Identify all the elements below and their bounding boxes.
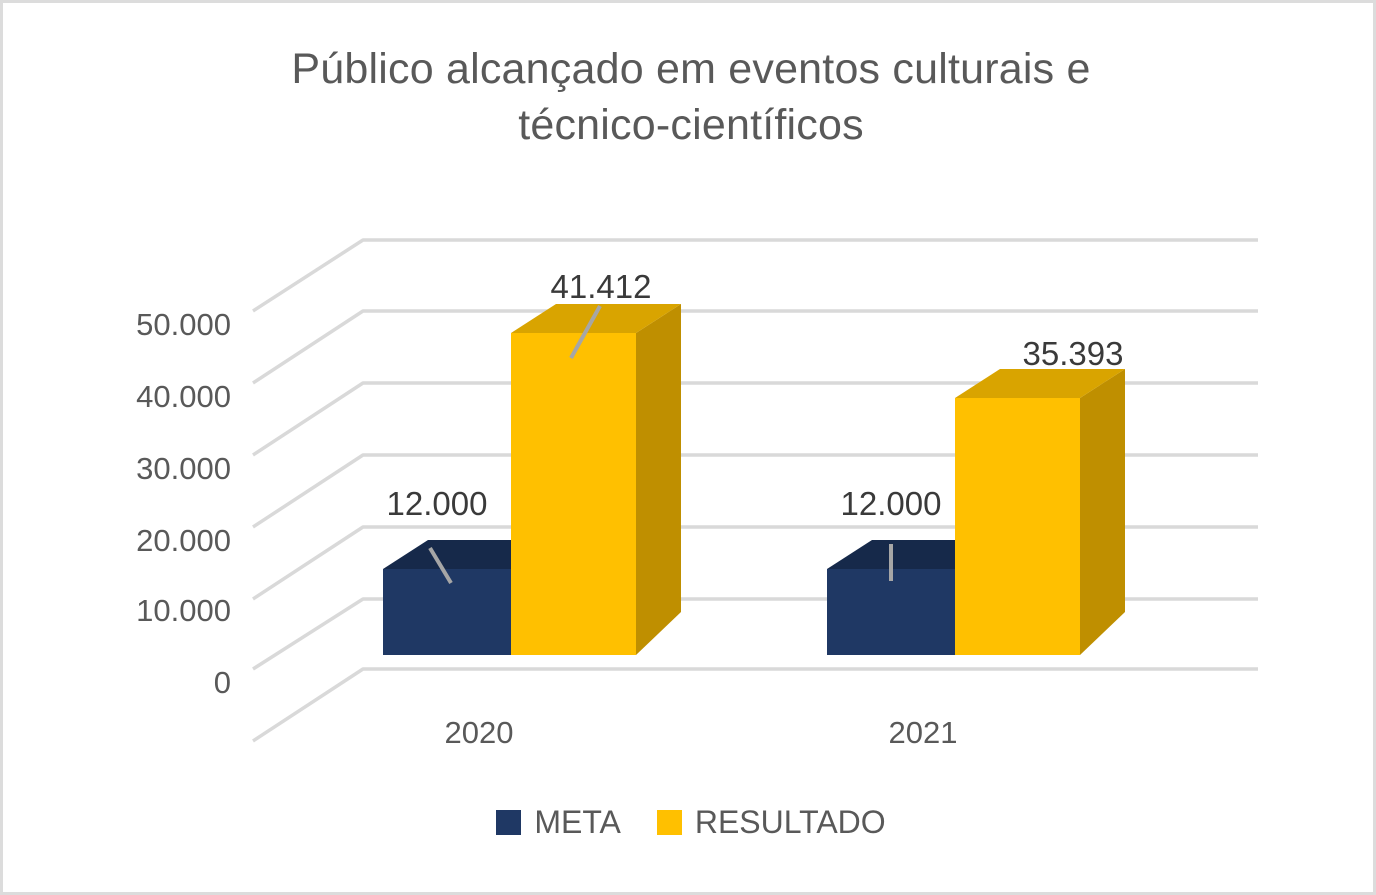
bar-2020-meta[interactable] bbox=[383, 540, 511, 655]
gridline-50000 bbox=[252, 309, 1258, 385]
chart-legend: META RESULTADO bbox=[3, 804, 1373, 840]
legend-label-resultado: RESULTADO bbox=[694, 804, 886, 840]
legend-item-resultado[interactable]: RESULTADO bbox=[656, 804, 886, 840]
leader-line-2020-meta bbox=[428, 546, 453, 585]
chart-title: Público alcançado em eventos culturais e… bbox=[3, 41, 1373, 153]
data-label-2021-meta: 12.000 bbox=[841, 485, 942, 522]
legend-swatch-meta-icon bbox=[496, 809, 522, 835]
bar-3d-front-face bbox=[827, 569, 955, 655]
bar-3d-top-face bbox=[955, 369, 1125, 398]
bar-3d-top-face bbox=[383, 540, 511, 569]
leader-line-2020-resultado bbox=[569, 305, 602, 359]
bar-2020-resultado[interactable] bbox=[511, 304, 681, 655]
chart-title-line-2: técnico-científicos bbox=[518, 101, 864, 149]
chart-title-line-1: Público alcançado em eventos culturais e bbox=[291, 45, 1091, 93]
bar-3d-top-face bbox=[511, 304, 681, 333]
y-tick-30000: 30.000 bbox=[136, 451, 231, 486]
plot-area: 50.000 40.000 30.000 20.000 10.000 0 12.… bbox=[136, 238, 1258, 750]
y-tick-0: 0 bbox=[214, 665, 231, 700]
data-label-2020-meta: 12.000 bbox=[387, 485, 488, 522]
y-axis-tick-labels: 50.000 40.000 30.000 20.000 10.000 0 bbox=[136, 307, 231, 700]
bar-3d-side-face bbox=[636, 304, 681, 655]
y-tick-20000: 20.000 bbox=[136, 523, 231, 558]
bar-3d-side-face bbox=[1080, 369, 1125, 655]
y-tick-40000: 40.000 bbox=[136, 379, 231, 414]
gridline-60000 bbox=[252, 238, 1258, 313]
data-label-2020-resultado: 41.412 bbox=[551, 268, 652, 305]
bar-3d-front-face bbox=[511, 333, 636, 655]
y-tick-10000: 10.000 bbox=[136, 593, 231, 628]
bar-3d-front-face bbox=[383, 569, 511, 655]
y-tick-50000: 50.000 bbox=[136, 307, 231, 342]
legend-swatch-resultado-icon bbox=[656, 809, 682, 835]
legend-item-meta[interactable]: META bbox=[496, 806, 621, 838]
gridline-0-baseline bbox=[252, 667, 1258, 743]
gridline-40000 bbox=[252, 381, 1258, 457]
category-label-2020: 2020 bbox=[445, 715, 514, 750]
bar-2021-resultado[interactable] bbox=[955, 369, 1125, 655]
legend-label-meta: META bbox=[534, 804, 621, 840]
bar-3d-front-face bbox=[955, 398, 1080, 655]
category-label-2021: 2021 bbox=[889, 715, 958, 750]
x-axis-category-labels: 2020 2021 bbox=[445, 715, 958, 750]
data-label-2021-resultado: 35.393 bbox=[1023, 335, 1124, 372]
